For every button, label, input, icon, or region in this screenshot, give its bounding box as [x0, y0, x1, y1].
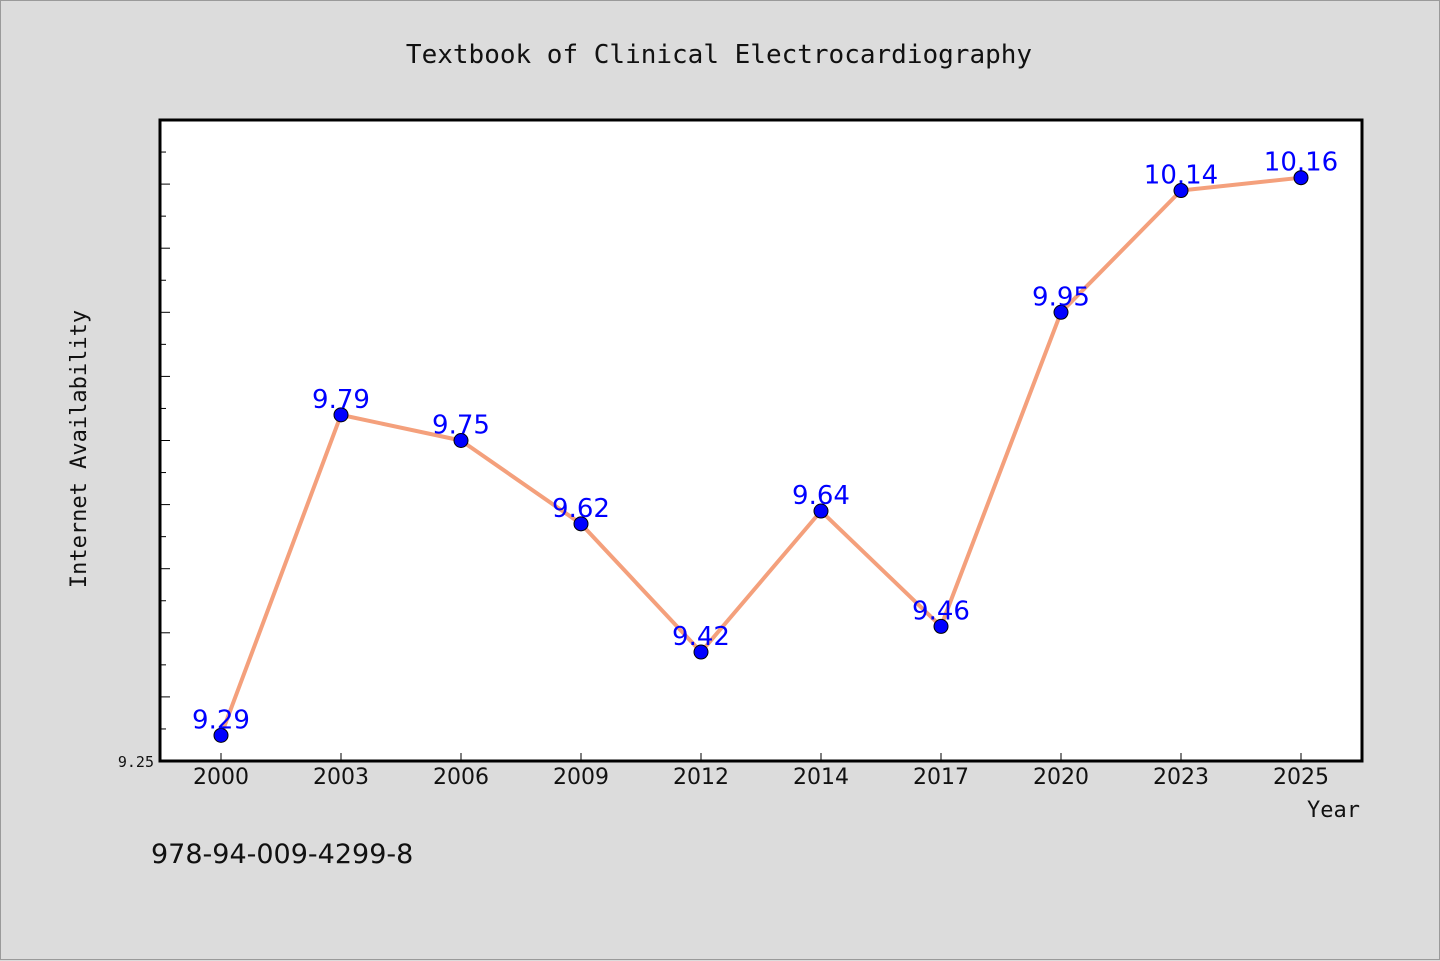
x-tick-label: 2012 [673, 765, 729, 790]
x-tick-label: 2006 [433, 765, 489, 790]
data-point [333, 407, 349, 423]
data-point [1173, 183, 1189, 199]
data-label: 9.42 [672, 622, 730, 652]
plot-area [158, 118, 1364, 763]
x-tick-label: 2000 [193, 765, 249, 790]
x-tick-label: 2009 [553, 765, 609, 790]
x-axis-label: Year [1307, 798, 1360, 823]
data-label: 9.29 [192, 705, 250, 735]
data-point [573, 516, 589, 532]
isbn-annotation: 978-94-009-4299-8 [151, 839, 413, 870]
data-point [1293, 170, 1309, 186]
data-point [1053, 304, 1069, 320]
x-tick-label: 2023 [1153, 765, 1209, 790]
y-axis-label: Internet Availability [67, 310, 92, 588]
data-label: 9.95 [1032, 282, 1090, 312]
data-label: 9.79 [312, 385, 370, 415]
data-label: 10.14 [1144, 161, 1218, 191]
series-line [219, 175, 1302, 737]
data-label: 9.62 [552, 494, 610, 524]
y-tick-label: 9.25 [118, 753, 154, 771]
x-tick-label: 2003 [313, 765, 369, 790]
chart-title: Textbook of Clinical Electrocardiography [406, 40, 1032, 70]
data-point [813, 503, 829, 519]
data-point [453, 433, 469, 448]
data-label: 9.64 [792, 481, 850, 511]
data-label: 9.46 [912, 596, 970, 626]
x-tick-label: 2020 [1033, 765, 1089, 790]
data-label: 10.16 [1264, 148, 1338, 178]
data-label: 9.75 [432, 411, 490, 441]
x-tick-label: 2014 [793, 765, 849, 790]
data-point [213, 727, 229, 743]
y-axis-ticks [160, 119, 170, 730]
x-tick-label: 2017 [913, 765, 969, 790]
x-axis-ticks: 2000 2003 2006 2009 2012 2014 2017 2020 2023 2025 [193, 753, 1329, 790]
series-layer: 9.29 9.79 9.75 9.62 9.42 9.64 9.46 9.95 10.14 10.… [192, 148, 1338, 743]
data-point [933, 618, 949, 634]
data-point [693, 644, 709, 660]
x-tick-label: 2025 [1273, 765, 1329, 790]
